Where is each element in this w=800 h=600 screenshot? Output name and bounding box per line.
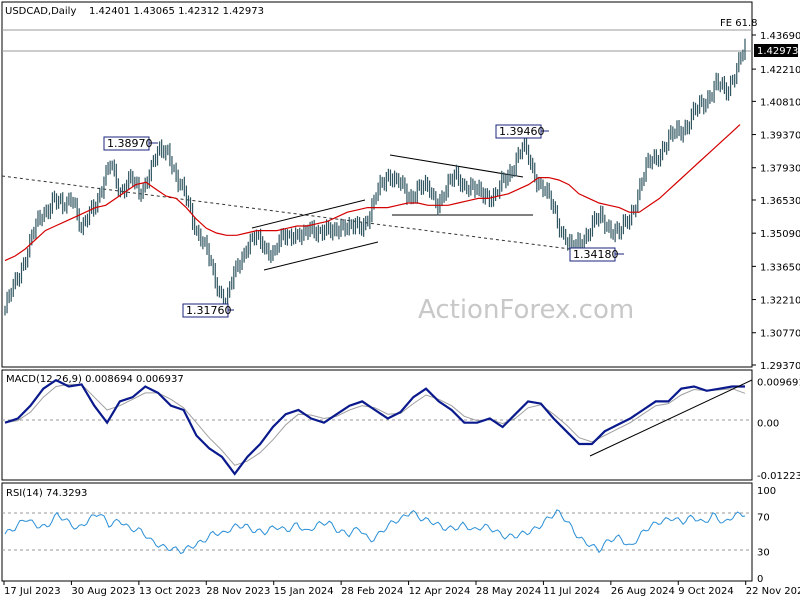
chart-header-ohlc: 1.42401 1.43065 1.42312 1.42973 bbox=[89, 6, 264, 17]
svg-text:1.38970: 1.38970 bbox=[107, 137, 153, 150]
watermark: ActionForex.com bbox=[418, 295, 634, 325]
x-tick-label: 17 Jul 2023 bbox=[4, 586, 61, 597]
price-tick-label: 1.39370 bbox=[760, 131, 800, 142]
rsi-title: RSI(14) 74.3293 bbox=[6, 488, 87, 499]
price-tick-label: 1.30770 bbox=[760, 329, 800, 340]
macd-tick-label: -0.012239 bbox=[757, 471, 800, 482]
macd-y-axis: 0.009691 0.00 -0.012239 bbox=[757, 377, 800, 481]
price-series bbox=[4, 38, 746, 316]
macd-tick-label: 0.009691 bbox=[757, 377, 800, 388]
channel-upper-line bbox=[251, 199, 366, 229]
callout-high-2: 1.39460 bbox=[495, 124, 549, 139]
macd-tick-label: 0.00 bbox=[757, 419, 779, 430]
x-tick-label: 30 Aug 2023 bbox=[71, 586, 135, 597]
x-tick-label: 13 Oct 2023 bbox=[139, 586, 201, 597]
rsi-panel bbox=[1, 482, 753, 582]
price-tick-label: 1.33650 bbox=[760, 262, 800, 273]
moving-average-line bbox=[4, 124, 741, 262]
x-tick-label: 28 May 2024 bbox=[476, 586, 541, 597]
current-price-tag bbox=[754, 44, 798, 57]
chart-header-symbol: USDCAD,Daily bbox=[5, 6, 76, 17]
price-tick-label: 1.42210 bbox=[760, 65, 800, 76]
x-tick-label: 22 Nov 2024 bbox=[746, 586, 800, 597]
rsi-tick-label: 100 bbox=[757, 486, 776, 497]
rsi-tick-label: 70 bbox=[757, 512, 770, 523]
current-price-text: 1.42973 bbox=[757, 46, 798, 57]
price-tick-label: 1.40810 bbox=[760, 97, 800, 108]
rsi-line bbox=[4, 509, 746, 555]
rsi-tick-label: 30 bbox=[757, 548, 770, 559]
x-tick-label: 11 Jul 2024 bbox=[543, 586, 600, 597]
price-tick-label: 1.37930 bbox=[760, 164, 800, 175]
price-tick-label: 1.32210 bbox=[760, 296, 800, 307]
macd-title: MACD(12,26,9) 0.008694 0.006937 bbox=[6, 374, 184, 385]
x-tick-label: 28 Feb 2024 bbox=[341, 586, 403, 597]
macd-main-line bbox=[4, 378, 745, 476]
svg-text:1.34180: 1.34180 bbox=[573, 248, 619, 261]
moving-average-series bbox=[4, 124, 741, 262]
price-tick-label: 1.36530 bbox=[760, 196, 800, 207]
x-tick-label: 15 Jan 2024 bbox=[274, 586, 334, 597]
price-tick-label: 1.29370 bbox=[760, 361, 800, 372]
x-tick-label: 26 Aug 2024 bbox=[611, 586, 675, 597]
macd-signal-line bbox=[4, 383, 746, 466]
callout-low-2: 1.34180 bbox=[569, 247, 624, 262]
x-tick-label: 12 Apr 2024 bbox=[409, 586, 471, 597]
callout-high-1: 1.38970 bbox=[103, 136, 158, 151]
svg-text:1.39460: 1.39460 bbox=[499, 125, 545, 138]
price-tick-label: 1.43690 bbox=[760, 31, 800, 42]
macd-trendline bbox=[589, 379, 753, 457]
x-tick-label: 9 Oct 2024 bbox=[678, 586, 733, 597]
x-axis: 17 Jul 2023 30 Aug 2023 13 Oct 2023 28 Nov … bbox=[3, 581, 800, 597]
macd-panel bbox=[1, 369, 753, 481]
channel-lower-line bbox=[263, 241, 379, 271]
x-tick-label: 28 Nov 2023 bbox=[206, 586, 270, 597]
fe-label: FE 61.8 bbox=[720, 18, 758, 29]
rsi-series-line bbox=[4, 509, 746, 555]
price-tick-label: 1.35090 bbox=[760, 229, 800, 240]
rsi-y-axis: 100 70 30 0 bbox=[757, 486, 776, 585]
price-y-axis: 1.43690 1.42210 1.40810 1.39370 1.37930 1.365… bbox=[752, 31, 800, 372]
macd-lines bbox=[4, 378, 746, 476]
callout-low-1: 1.31760 bbox=[182, 303, 234, 318]
svg-text:1.31760: 1.31760 bbox=[186, 304, 232, 317]
rsi-tick-label: 0 bbox=[757, 574, 763, 585]
